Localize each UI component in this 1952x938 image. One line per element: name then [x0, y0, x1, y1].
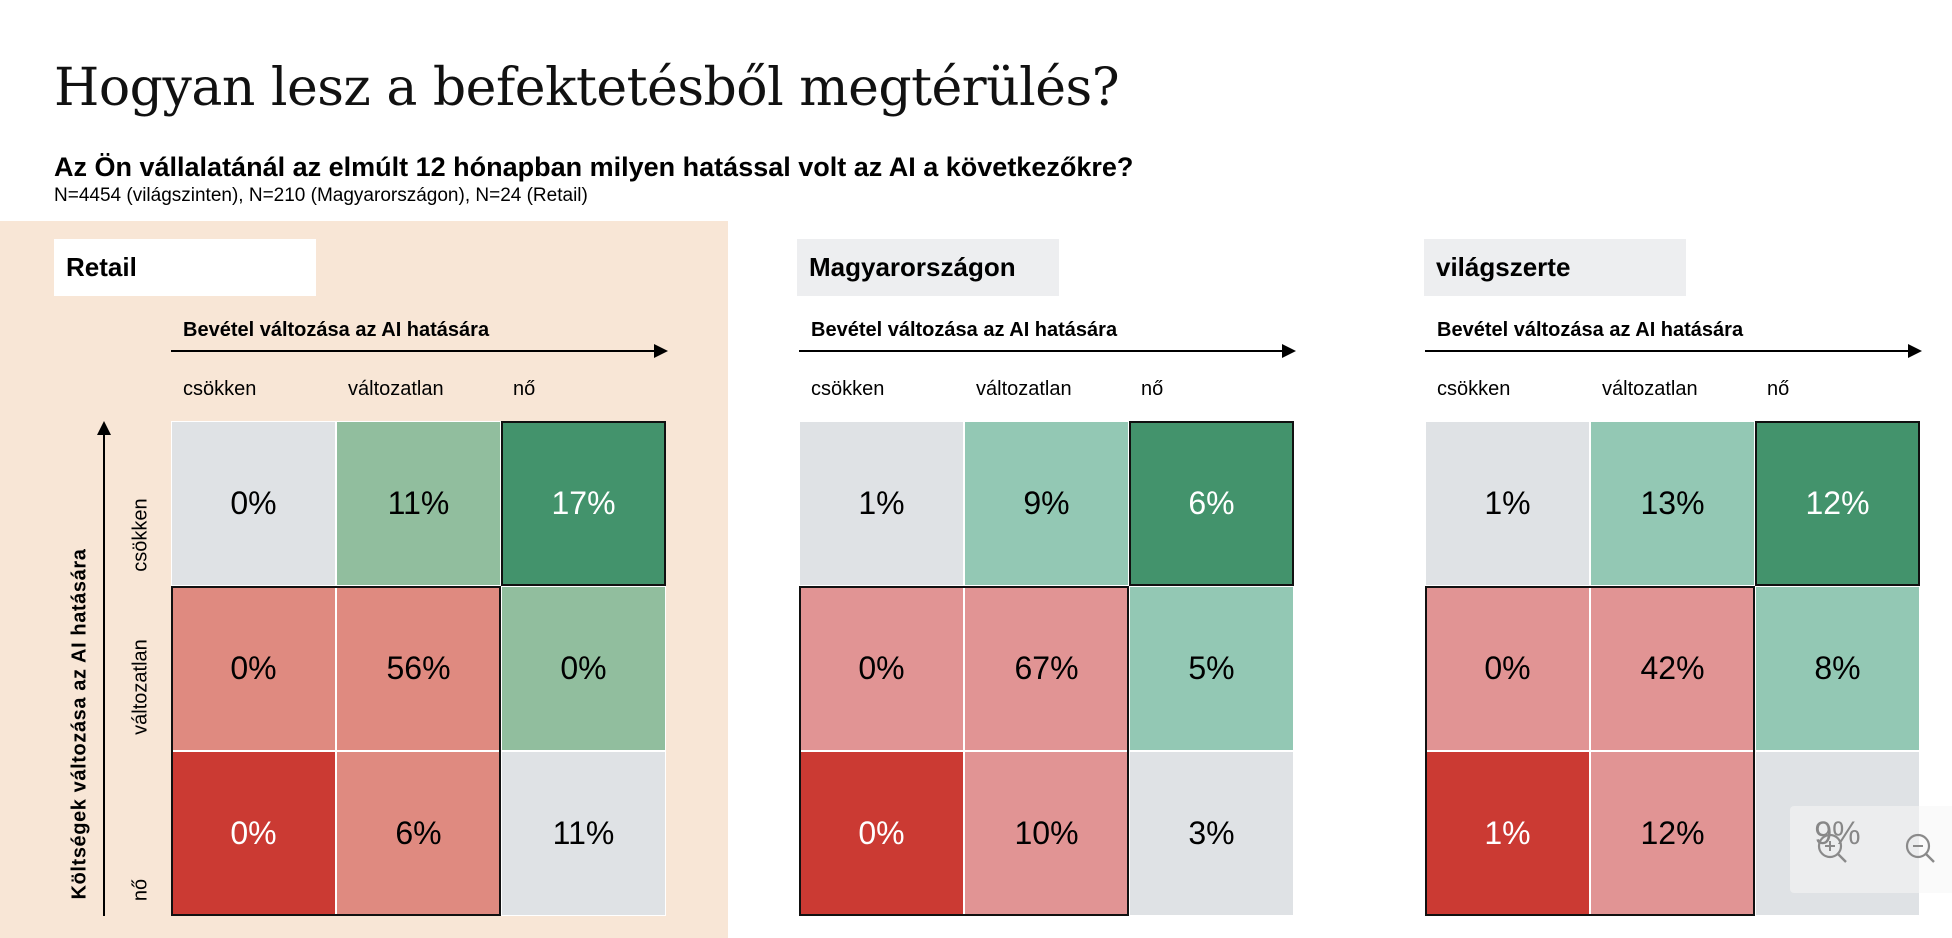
page-title: Hogyan lesz a befektetésből megtérülés?: [54, 58, 1120, 118]
heatmap-cell: 10%: [964, 751, 1129, 916]
column-label: nő: [1141, 378, 1164, 400]
x-axis-arrow-icon: [171, 344, 668, 358]
heatmap-cell: 17%: [501, 421, 666, 586]
cell-value: 0%: [230, 485, 277, 521]
cell-value: 1%: [1484, 485, 1531, 521]
heatmap-cell: 0%: [171, 751, 336, 916]
zoom-out-button[interactable]: [1902, 830, 1938, 866]
heatmap-cell: 11%: [501, 751, 666, 916]
heatmap-cell: 0%: [1425, 586, 1590, 751]
cell-value: 9%: [1023, 485, 1070, 521]
cell-value: 42%: [1640, 650, 1705, 686]
column-label: csökken: [1437, 378, 1511, 400]
column-label: csökken: [811, 378, 885, 400]
heatmap-cell: 0%: [799, 751, 964, 916]
cell-value: 6%: [1188, 485, 1235, 521]
row-label-no: nő: [129, 878, 152, 902]
cell-value: 56%: [386, 650, 451, 686]
cell-value: 0%: [230, 650, 277, 686]
cell-value: 13%: [1640, 485, 1705, 521]
cell-value: 0%: [858, 650, 905, 686]
heatmap-cell: 56%: [336, 586, 501, 751]
zoom-in-button[interactable]: [1814, 830, 1850, 866]
heatmap-cell: 12%: [1755, 421, 1920, 586]
cell-value: 17%: [551, 485, 616, 521]
x-axis-arrow-icon: [1425, 344, 1922, 358]
cell-value: 6%: [395, 815, 442, 851]
heatmap-cell: 5%: [1129, 586, 1294, 751]
y-axis-arrowhead-icon: [97, 421, 111, 435]
cell-value: 3%: [1188, 815, 1235, 851]
heatmap-grid-magyarorszag: 1% 9% 6% 0% 67% 5% 0% 10% 3%: [799, 421, 1294, 916]
survey-question: Az Ön vállalatánál az elmúlt 12 hónapban…: [54, 152, 1134, 182]
heatmap-cell: 42%: [1590, 586, 1755, 751]
heatmap-cell: 13%: [1590, 421, 1755, 586]
cell-value: 12%: [1640, 815, 1705, 851]
y-axis-title: Költségek változása az AI hatására: [68, 548, 91, 900]
column-label: változatlan: [976, 378, 1072, 400]
zoom-out-icon: [1905, 833, 1935, 863]
cell-value: 10%: [1014, 815, 1079, 851]
heatmap-cell: 1%: [1425, 421, 1590, 586]
cell-value: 11%: [387, 485, 450, 521]
cell-value: 8%: [1814, 650, 1861, 686]
cell-value: 1%: [858, 485, 905, 521]
x-axis-title: Bevétel változása az AI hatására: [183, 319, 490, 341]
heatmap-cell: 0%: [501, 586, 666, 751]
cell-value: 0%: [858, 815, 905, 851]
column-label: nő: [1767, 378, 1790, 400]
heatmap-cell: 6%: [336, 751, 501, 916]
column-label: változatlan: [1602, 378, 1698, 400]
cell-value: 0%: [230, 815, 277, 851]
cell-value: 12%: [1805, 485, 1870, 521]
column-label: változatlan: [348, 378, 444, 400]
cell-value: 1%: [1484, 815, 1531, 851]
sample-size-note: N=4454 (világszinten), N=210 (Magyarorsz…: [54, 185, 588, 206]
cell-value: 5%: [1188, 650, 1235, 686]
zoom-controls: [1790, 806, 1952, 893]
heatmap-cell: 0%: [171, 421, 336, 586]
column-label: nő: [513, 378, 536, 400]
heatmap-cell: 67%: [964, 586, 1129, 751]
panel-title-vilag: világszerte: [1424, 239, 1686, 296]
zoom-in-icon: [1817, 833, 1847, 863]
heatmap-cell: 8%: [1755, 586, 1920, 751]
x-axis-title: Bevétel változása az AI hatására: [811, 319, 1118, 341]
x-axis-arrow-icon: [799, 344, 1296, 358]
heatmap-cell: 12%: [1590, 751, 1755, 916]
heatmap-cell: 0%: [799, 586, 964, 751]
cell-value: 11%: [552, 815, 615, 851]
row-label-csokken: csökken: [129, 498, 152, 572]
column-label: csökken: [183, 378, 257, 400]
heatmap-cell: 1%: [1425, 751, 1590, 916]
panel-title-magyarorszag: Magyarországon: [797, 239, 1059, 296]
heatmap-grid-retail: 0% 11% 17% 0% 56% 0% 0% 6% 11%: [171, 421, 666, 916]
cell-value: 67%: [1014, 650, 1079, 686]
row-label-valtozatlan: változatlan: [129, 639, 152, 735]
cell-value: 0%: [1484, 650, 1531, 686]
panel-title-retail: Retail: [54, 239, 316, 296]
heatmap-cell: 0%: [171, 586, 336, 751]
cell-value: 0%: [560, 650, 607, 686]
heatmap-cell: 6%: [1129, 421, 1294, 586]
heatmap-cell: 1%: [799, 421, 964, 586]
heatmap-cell: 3%: [1129, 751, 1294, 916]
x-axis-title: Bevétel változása az AI hatására: [1437, 319, 1744, 341]
heatmap-cell: 11%: [336, 421, 501, 586]
heatmap-cell: 9%: [964, 421, 1129, 586]
y-axis-arrow-line: [103, 432, 105, 916]
